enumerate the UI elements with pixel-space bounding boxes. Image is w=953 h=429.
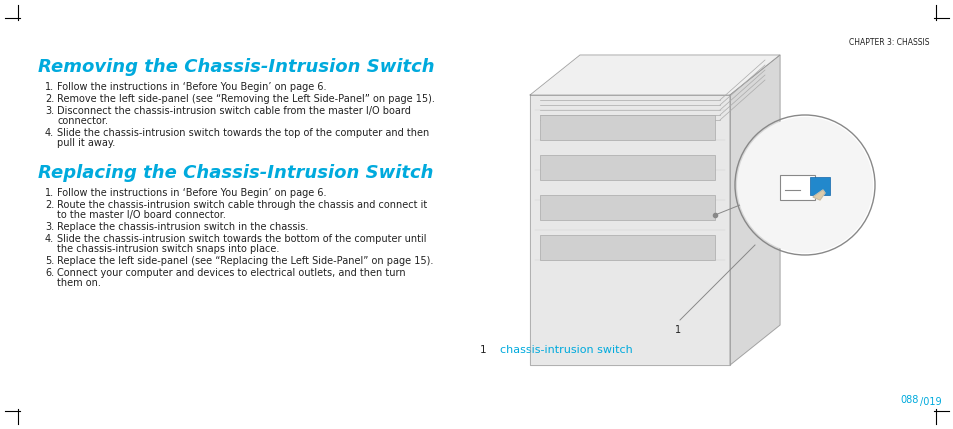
Text: Route the chassis-intrusion switch cable through the chassis and connect it: Route the chassis-intrusion switch cable… bbox=[57, 200, 427, 210]
Text: Slide the chassis-intrusion switch towards the top of the computer and then: Slide the chassis-intrusion switch towar… bbox=[57, 128, 429, 138]
Text: 2.: 2. bbox=[45, 94, 54, 104]
Bar bbox=[539, 115, 714, 140]
Bar bbox=[539, 235, 714, 260]
Text: Follow the instructions in ‘Before You Begin’ on page 6.: Follow the instructions in ‘Before You B… bbox=[57, 82, 326, 92]
Text: Replace the chassis-intrusion switch in the chassis.: Replace the chassis-intrusion switch in … bbox=[57, 222, 308, 232]
Text: chassis-intrusion switch: chassis-intrusion switch bbox=[499, 345, 632, 355]
Text: Replace the left side-panel (see “Replacing the Left Side-Panel” on page 15).: Replace the left side-panel (see “Replac… bbox=[57, 256, 433, 266]
Text: connector.: connector. bbox=[57, 116, 108, 126]
Text: Removing the Chassis-Intrusion Switch: Removing the Chassis-Intrusion Switch bbox=[38, 58, 435, 76]
Text: Slide the chassis-intrusion switch towards the bottom of the computer until: Slide the chassis-intrusion switch towar… bbox=[57, 234, 426, 244]
Text: 5.: 5. bbox=[45, 256, 54, 266]
Text: CHAPTER 3: CHASSIS: CHAPTER 3: CHASSIS bbox=[848, 38, 929, 47]
Text: them on.: them on. bbox=[57, 278, 101, 288]
Text: 3.: 3. bbox=[45, 106, 54, 116]
Polygon shape bbox=[729, 55, 780, 365]
Text: 1: 1 bbox=[479, 345, 486, 355]
Text: 1.: 1. bbox=[45, 82, 54, 92]
Bar bbox=[809, 177, 829, 195]
Text: 2.: 2. bbox=[45, 200, 54, 210]
Text: 4.: 4. bbox=[45, 128, 54, 138]
Text: 1: 1 bbox=[675, 325, 680, 335]
Circle shape bbox=[737, 117, 872, 253]
Text: pull it away.: pull it away. bbox=[57, 138, 115, 148]
Text: the chassis-intrusion switch snaps into place.: the chassis-intrusion switch snaps into … bbox=[57, 244, 279, 254]
Polygon shape bbox=[812, 190, 824, 200]
Text: 3.: 3. bbox=[45, 222, 54, 232]
Text: Connect your computer and devices to electrical outlets, and then turn: Connect your computer and devices to ele… bbox=[57, 268, 405, 278]
Text: 1.: 1. bbox=[45, 188, 54, 198]
Polygon shape bbox=[530, 95, 729, 365]
Bar bbox=[780, 175, 814, 200]
Text: /019: /019 bbox=[919, 397, 941, 407]
Text: 6.: 6. bbox=[45, 268, 54, 278]
Text: Follow the instructions in ‘Before You Begin’ on page 6.: Follow the instructions in ‘Before You B… bbox=[57, 188, 326, 198]
Text: 4.: 4. bbox=[45, 234, 54, 244]
Text: to the master I/O board connector.: to the master I/O board connector. bbox=[57, 210, 226, 220]
Text: 088: 088 bbox=[899, 395, 918, 405]
Text: Remove the left side-panel (see “Removing the Left Side-Panel” on page 15).: Remove the left side-panel (see “Removin… bbox=[57, 94, 435, 104]
Text: Disconnect the chassis-intrusion switch cable from the master I/O board: Disconnect the chassis-intrusion switch … bbox=[57, 106, 411, 116]
Polygon shape bbox=[530, 55, 780, 95]
Text: Replacing the Chassis-Intrusion Switch: Replacing the Chassis-Intrusion Switch bbox=[38, 164, 433, 182]
Bar bbox=[539, 155, 714, 180]
Bar bbox=[539, 195, 714, 220]
